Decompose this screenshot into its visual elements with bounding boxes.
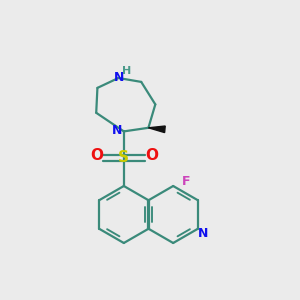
Text: S: S [118,150,129,165]
Text: F: F [182,175,190,188]
Text: O: O [146,148,158,164]
Text: O: O [90,148,103,164]
Text: N: N [112,124,122,137]
Text: H: H [122,66,131,76]
Text: N: N [198,227,208,240]
Text: N: N [114,70,124,84]
Polygon shape [148,126,165,133]
